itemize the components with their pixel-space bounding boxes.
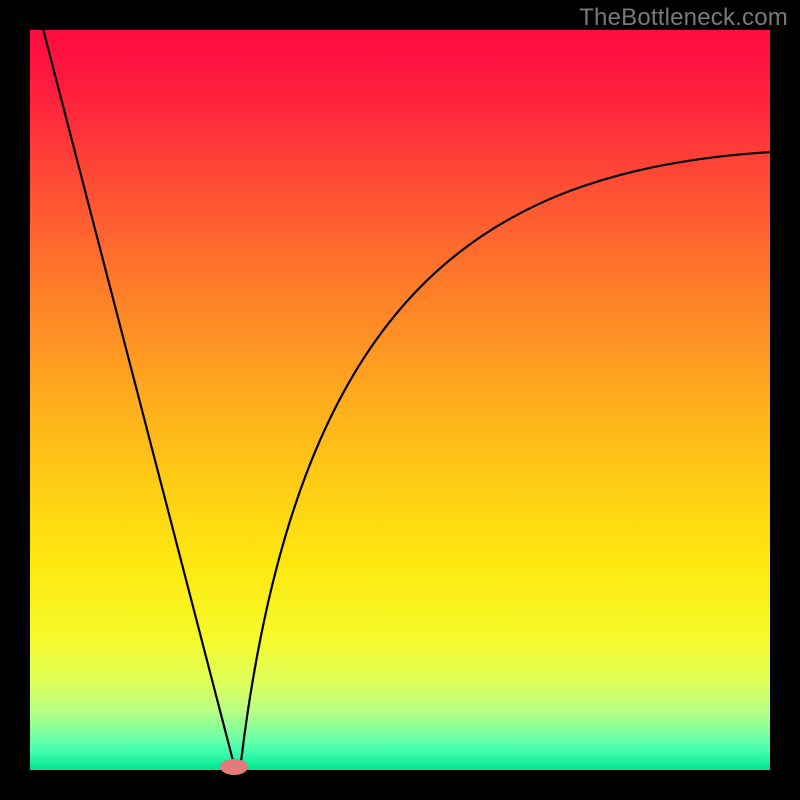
plot-area	[30, 30, 770, 770]
watermark-text: TheBottleneck.com	[579, 4, 788, 32]
gradient-background	[30, 30, 770, 770]
optimum-marker	[220, 759, 248, 775]
plot-svg	[30, 30, 770, 770]
